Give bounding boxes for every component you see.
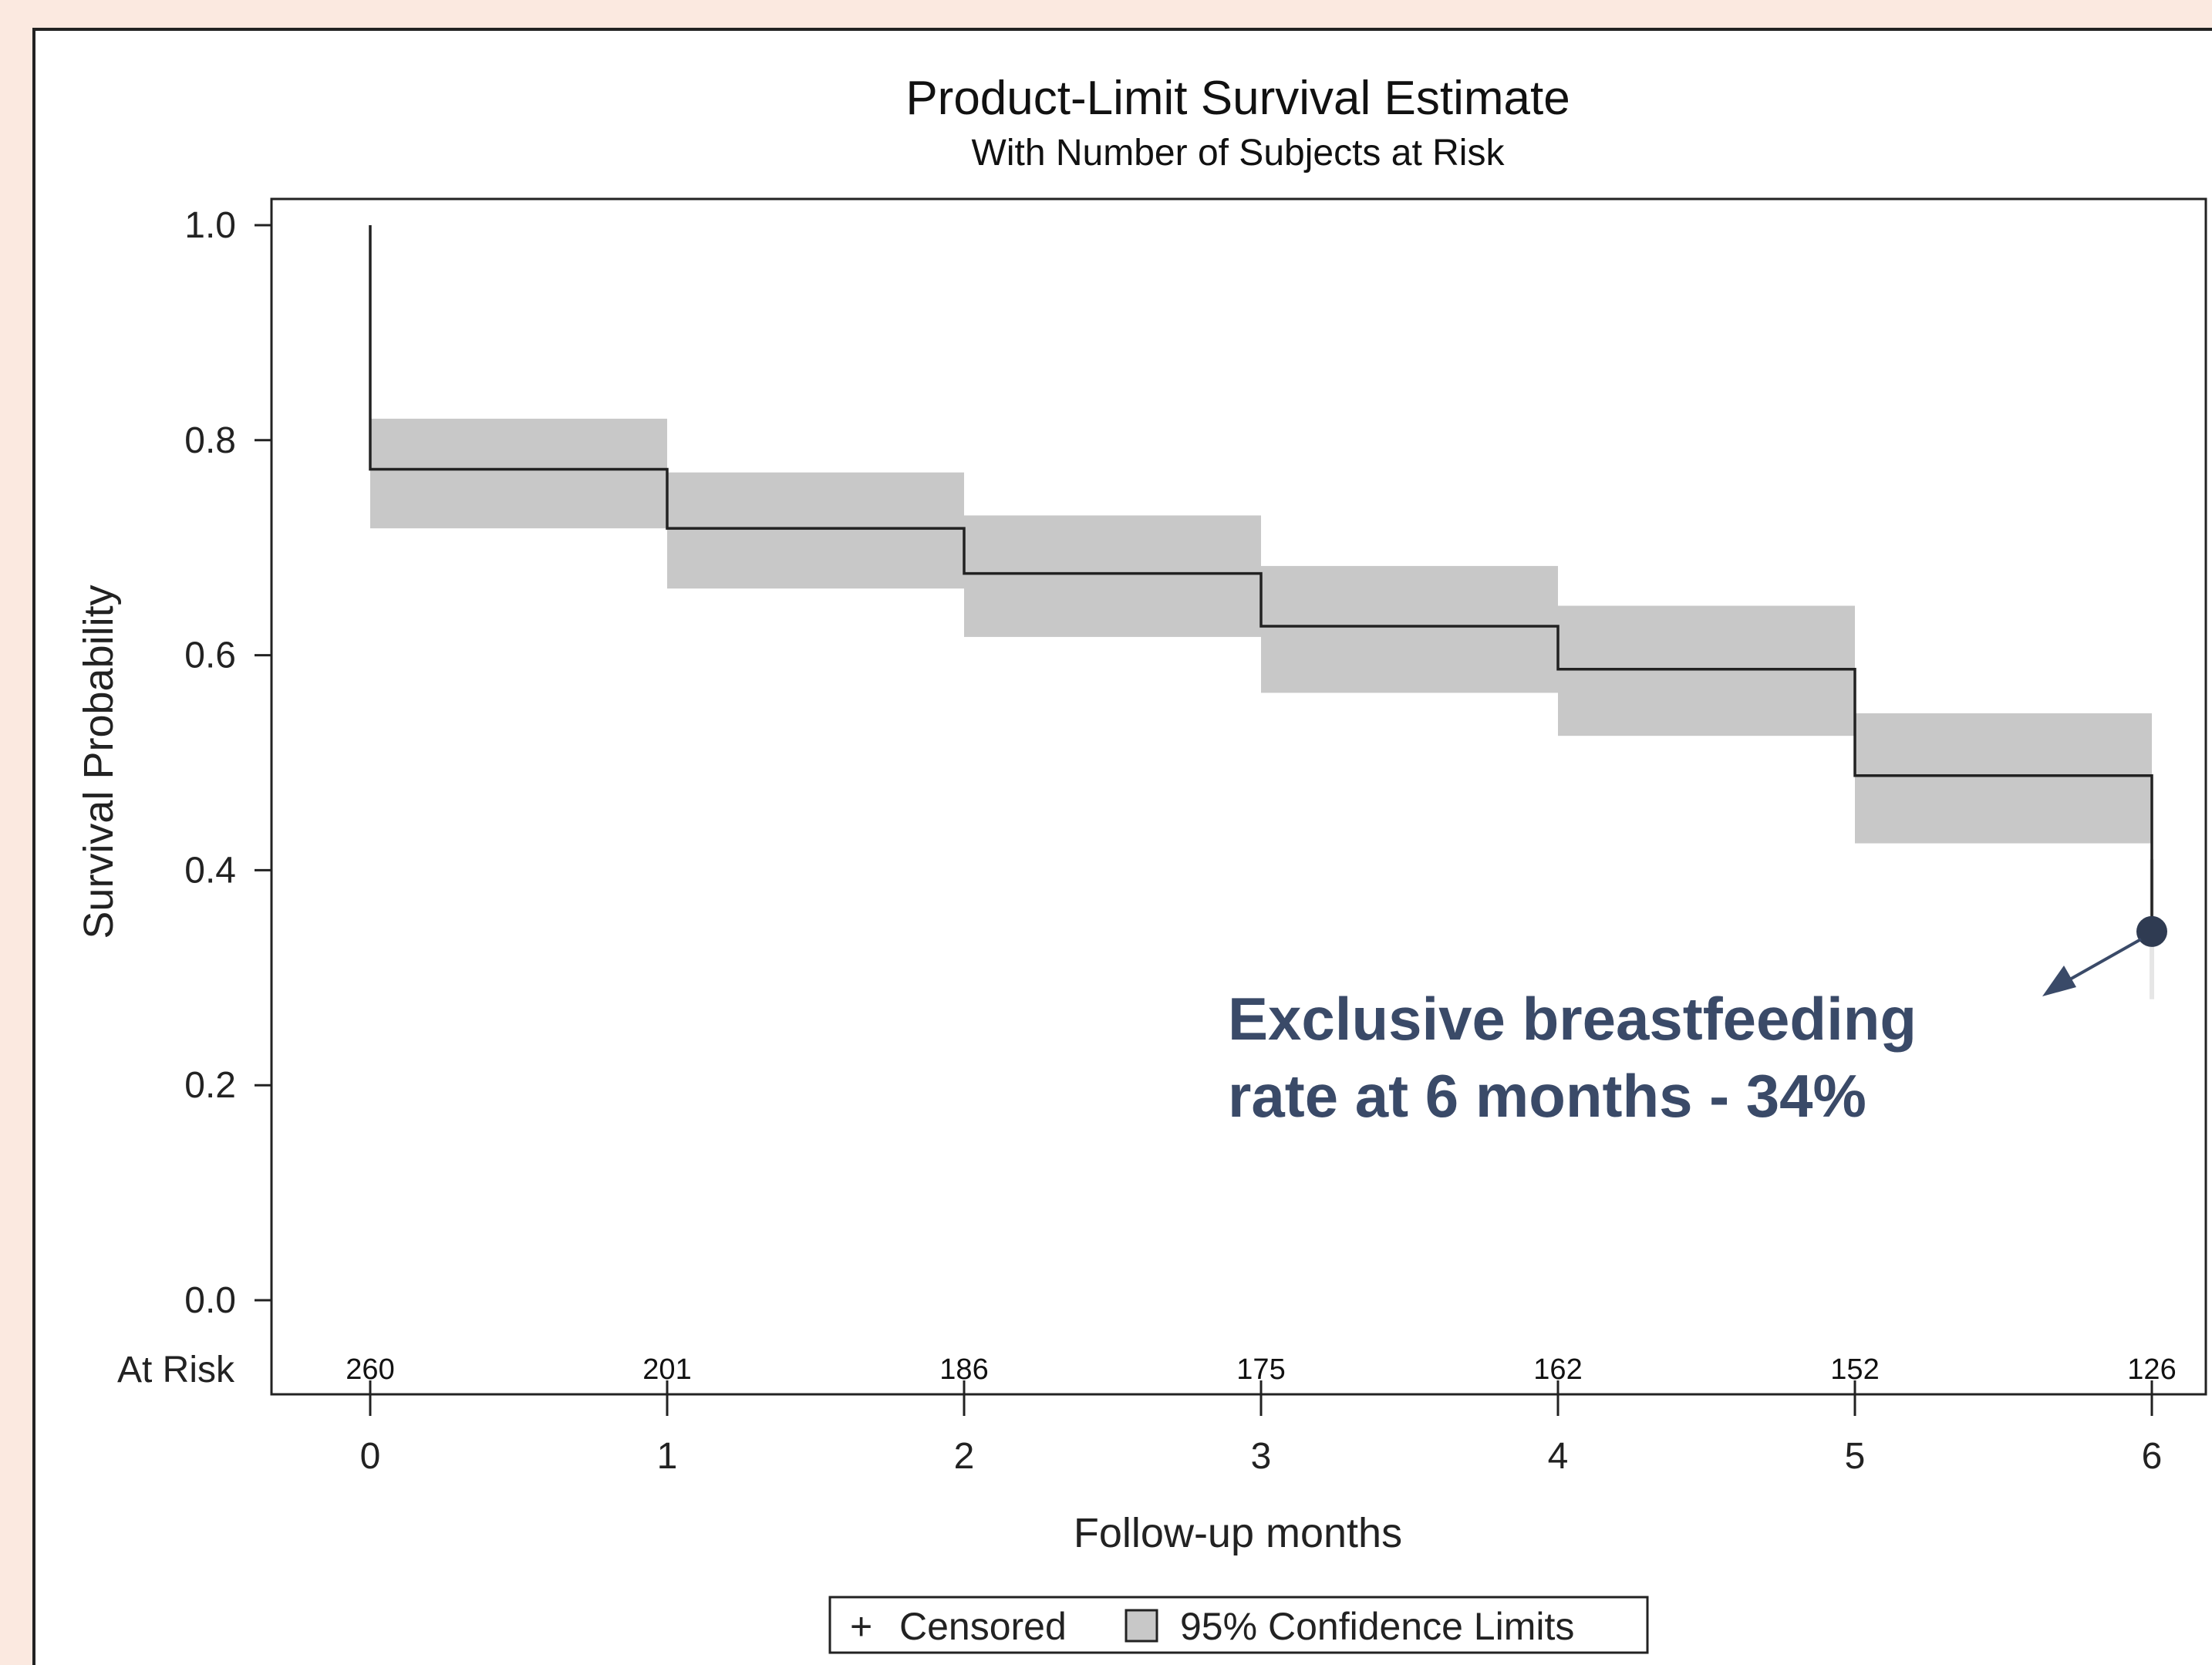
y-axis: 0.0 0.2 0.4 0.6 0.8 1.0 (184, 205, 271, 1321)
chart-title: Product-Limit Survival Estimate (905, 72, 1570, 125)
y-tick-label: 0.6 (184, 635, 236, 676)
legend-frame (828, 1596, 1649, 1654)
y-axis-label: Survival Probability (76, 585, 122, 939)
ci-band-segment (370, 418, 667, 529)
ci-band-segment (1558, 605, 1855, 736)
x-tick-label: 2 (954, 1436, 975, 1477)
x-tick-label: 0 (360, 1436, 381, 1477)
annotation-line-1: Exclusive breastfeeding (1228, 985, 1917, 1053)
ci-band-segment (667, 472, 964, 589)
legend-ci-swatch (1125, 1609, 1158, 1643)
y-tick-label: 0.8 (184, 420, 236, 461)
x-tick-label: 3 (1251, 1436, 1272, 1477)
x-tick-label: 5 (1845, 1436, 1866, 1477)
x-tick-label: 4 (1548, 1436, 1569, 1477)
ci-band-segment (1855, 713, 2152, 844)
chart-subtitle: With Number of Subjects at Risk (972, 133, 1506, 174)
at-risk-title: At Risk (117, 1350, 235, 1390)
ci-band-segment (1261, 565, 1558, 693)
survival-curve (369, 225, 2167, 947)
y-tick-label: 0.4 (184, 850, 236, 891)
y-tick-label: 0.2 (184, 1065, 236, 1106)
ci-band-segment (964, 515, 1261, 637)
annotation-arrow (2042, 938, 2142, 996)
legend-censored-label: Censored (899, 1605, 1067, 1648)
legend-censored-symbol: + (850, 1605, 872, 1648)
legend-ci-label: 95% Confidence Limits (1180, 1605, 1574, 1648)
x-tick-label: 1 (657, 1436, 678, 1477)
confidence-band (370, 418, 2154, 999)
figure-frame (32, 28, 2212, 1665)
annotation-arrow-head (2042, 966, 2076, 996)
highlight-point (2136, 915, 2167, 947)
x-axis-label: Follow-up months (1074, 1510, 1402, 1556)
y-tick-label: 0.0 (184, 1280, 236, 1321)
y-tick-label: 1.0 (184, 205, 236, 246)
survival-step-line (369, 225, 2153, 932)
plot-frame (270, 197, 2207, 1396)
x-axis: 0 1 2 3 4 5 6 (360, 1380, 2163, 1477)
x-tick-label: 6 (2142, 1436, 2163, 1477)
annotation-line-2: rate at 6 months - 34% (1228, 1062, 1866, 1130)
legend: + Censored 95% Confidence Limits (828, 1596, 1649, 1654)
